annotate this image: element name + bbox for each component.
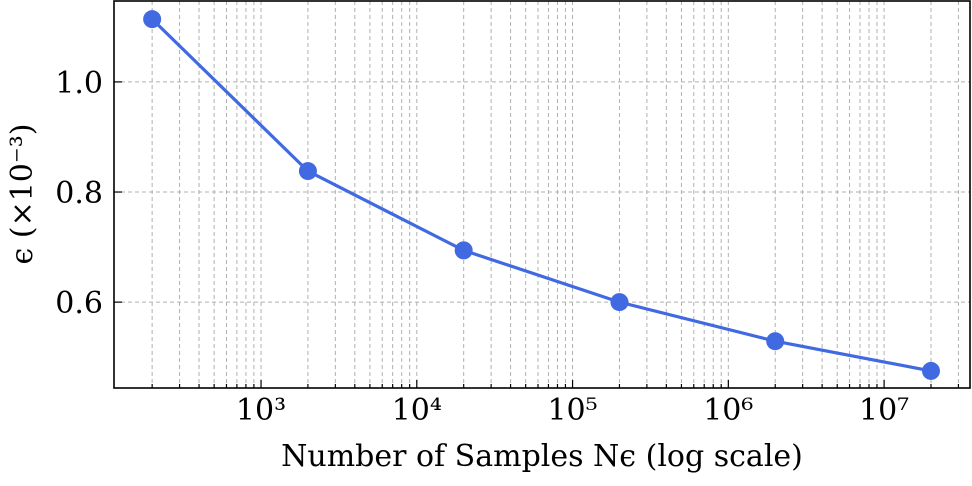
data-point bbox=[298, 162, 317, 181]
data-point bbox=[921, 361, 940, 380]
data-point bbox=[766, 332, 785, 351]
y-axis-label: ϵ (×10⁻³) bbox=[5, 124, 40, 265]
x-axis-label: Number of Samples Nϵ (log scale) bbox=[281, 439, 803, 474]
data-point bbox=[143, 10, 162, 29]
y-tick-label: 0.8 bbox=[55, 176, 103, 211]
x-tick-label: 10⁷ bbox=[859, 393, 909, 428]
grid-layer bbox=[114, 1, 970, 388]
data-point bbox=[454, 241, 473, 260]
plot-frame bbox=[113, 0, 971, 389]
y-tick-label: 1.0 bbox=[55, 66, 103, 101]
x-tick-label: 10³ bbox=[236, 393, 286, 428]
y-tick-label: 0.6 bbox=[55, 286, 103, 321]
marks-layer bbox=[143, 10, 940, 380]
x-tick-label: 10⁵ bbox=[547, 393, 597, 428]
x-tick-label: 10⁴ bbox=[392, 393, 442, 428]
data-point bbox=[610, 293, 629, 312]
series-line bbox=[151, 18, 932, 373]
x-tick-label: 10⁶ bbox=[703, 393, 753, 428]
